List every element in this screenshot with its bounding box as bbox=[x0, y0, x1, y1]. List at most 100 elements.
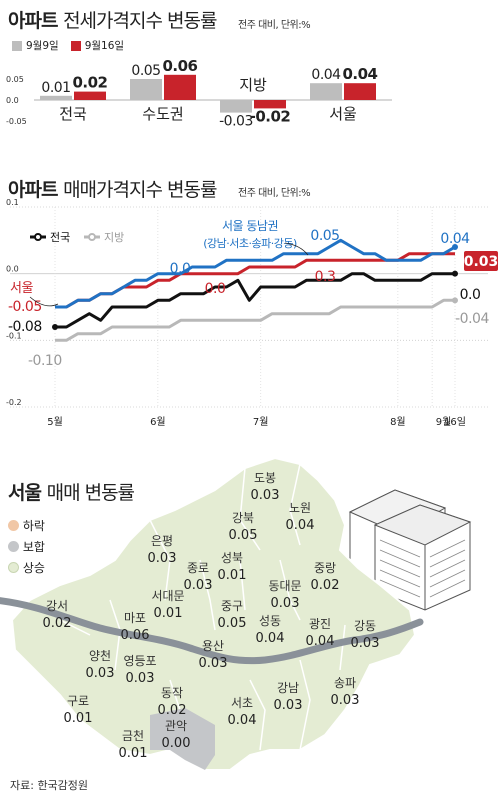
bar-전국-1 bbox=[74, 91, 106, 100]
category-label: 서울 bbox=[329, 105, 357, 123]
line-chart-marks bbox=[52, 238, 458, 342]
district-value-강서: 0.02 bbox=[43, 616, 72, 631]
x-tick-label: 9월 bbox=[436, 416, 452, 428]
national-end-dot bbox=[452, 270, 458, 277]
district-value-중구: 0.05 bbox=[218, 616, 247, 631]
x-tick-label: 6월 bbox=[150, 416, 166, 428]
seoul-label: 서울 bbox=[10, 281, 33, 296]
district-name-도봉: 도봉 bbox=[254, 471, 276, 485]
district-value-도봉: 0.03 bbox=[251, 488, 280, 503]
legend-label-sep16: 9월16일 bbox=[84, 40, 125, 52]
chart2-unit: 전주 대비, 단위:% bbox=[238, 188, 311, 199]
seoul-end-badge bbox=[464, 251, 498, 271]
bar-value-label: -0.03 bbox=[219, 114, 253, 130]
district-name-성북: 성북 bbox=[221, 551, 243, 565]
x-tick-label: 7월 bbox=[253, 416, 269, 428]
bar-value-label: 0.01 bbox=[41, 80, 70, 96]
chart1-legend: 9월9일 9월16일 bbox=[12, 38, 124, 53]
district-name-구로: 구로 bbox=[67, 694, 89, 708]
y-tick-label: 0.0 bbox=[6, 265, 19, 274]
bar-수도권-1 bbox=[164, 74, 196, 100]
bar-value-label: 0.04 bbox=[311, 67, 341, 83]
gn-mid-value: 0.0 bbox=[170, 261, 191, 277]
gn-title: 서울 동남권 bbox=[222, 219, 278, 233]
seoul-arrow bbox=[29, 296, 59, 307]
district-value-영등포: 0.03 bbox=[126, 671, 155, 686]
district-value-마포: 0.06 bbox=[121, 628, 150, 643]
district-name-강남: 강남 bbox=[277, 681, 299, 695]
gn-subtitle: (강남·서초·송파·강동) bbox=[203, 237, 297, 250]
seoul-mid-value: 0.0 bbox=[205, 281, 226, 297]
y-tick-label: -0.2 bbox=[6, 398, 22, 407]
district-name-동작: 동작 bbox=[161, 686, 183, 700]
bar-지방-1 bbox=[254, 100, 286, 109]
bar-수도권-0 bbox=[130, 79, 162, 100]
district-value-광진: 0.04 bbox=[306, 634, 335, 649]
y-tick-label: 0.0 bbox=[6, 96, 19, 105]
legend-dot-regional bbox=[88, 233, 96, 241]
district-value-종로: 0.03 bbox=[184, 578, 213, 593]
district-value-은평: 0.03 bbox=[148, 551, 177, 566]
district-value-성북: 0.01 bbox=[218, 568, 247, 583]
regional-end-dot bbox=[452, 297, 458, 304]
district-labels: 도봉 0.03 노원 0.04 강북 0.05 은평 0.03 성북 0.01 중랑 0.02 종로 0.… bbox=[43, 471, 380, 761]
chart2-title: 아파트 매매가격지수 변동률 bbox=[8, 179, 217, 201]
regional-end-value: -0.04 bbox=[455, 311, 489, 327]
district-value-강남: 0.03 bbox=[274, 698, 303, 713]
district-name-성동: 성동 bbox=[259, 614, 281, 628]
bar-서울-1 bbox=[344, 83, 376, 100]
district-name-종로: 종로 bbox=[187, 561, 209, 575]
district-name-중구: 중구 bbox=[221, 599, 243, 613]
x-tick-label: 16일 bbox=[444, 416, 466, 428]
district-value-서초: 0.04 bbox=[228, 713, 257, 728]
bar-value-label: 0.06 bbox=[162, 57, 197, 75]
category-label: 전국 bbox=[59, 105, 87, 123]
bar-chart-marks: 0.01 0.02 전국 0.05 0.06 수도권 -0.03-0.02 지방 0.04 0.0… bbox=[40, 57, 378, 130]
map-title: 서울 매매 변동률 bbox=[8, 482, 135, 504]
district-value-노원: 0.04 bbox=[286, 518, 315, 533]
district-name-마포: 마포 bbox=[124, 611, 146, 625]
legend-dot-rise bbox=[8, 562, 19, 573]
district-name-광진: 광진 bbox=[309, 617, 331, 631]
district-value-강동: 0.03 bbox=[351, 636, 380, 651]
series-line-서울 동남권(강남·서초·송파·강동) bbox=[55, 238, 456, 309]
legend-decline: 하락 bbox=[8, 516, 45, 537]
category-label: 지방 bbox=[239, 76, 267, 94]
district-name-은평: 은평 bbox=[151, 534, 173, 548]
district-value-구로: 0.01 bbox=[64, 711, 93, 726]
series-line-지방 bbox=[55, 298, 455, 342]
map-legend: 하락 보합 상승 bbox=[8, 516, 45, 579]
legend-swatch-red bbox=[70, 40, 81, 51]
x-tick-label: 5월 bbox=[47, 416, 63, 428]
district-name-용산: 용산 bbox=[202, 639, 224, 653]
national-end-value: 0.0 bbox=[460, 287, 481, 303]
bar-value-label: 0.04 bbox=[342, 65, 377, 83]
district-name-중랑: 중랑 bbox=[314, 561, 336, 575]
district-value-강북: 0.05 bbox=[229, 528, 258, 543]
district-name-강서: 강서 bbox=[46, 599, 68, 613]
bar-서울-0 bbox=[310, 83, 342, 100]
district-name-강동: 강동 bbox=[354, 619, 376, 633]
district-value-동대문: 0.03 bbox=[271, 596, 300, 611]
seoul-map-svg: 도봉 0.03 노원 0.04 강북 0.05 은평 0.03 성북 0.01 중랑 0.02 종로 0.… bbox=[0, 456, 472, 771]
district-name-강북: 강북 bbox=[232, 511, 254, 525]
district-value-동작: 0.02 bbox=[158, 703, 187, 718]
seoul-outline bbox=[10, 456, 417, 771]
district-name-영등포: 영등포 bbox=[123, 654, 156, 668]
y-tick-label: -0.05 bbox=[6, 117, 27, 126]
gn-arrow bbox=[284, 242, 309, 256]
y-tick-label: -0.1 bbox=[6, 331, 22, 340]
district-value-양천: 0.03 bbox=[86, 666, 115, 681]
national-start-dot bbox=[52, 324, 58, 330]
bar-전국-0 bbox=[40, 95, 72, 100]
y-tick-label: 0.1 bbox=[6, 198, 19, 207]
series-line-전국 bbox=[55, 272, 455, 329]
legend-label-sep9: 9월9일 bbox=[26, 40, 59, 52]
bar-지방-0 bbox=[220, 100, 252, 113]
bar-value-label: 0.02 bbox=[72, 74, 107, 92]
district-name-서초: 서초 bbox=[231, 696, 253, 710]
seoul-mid2-value: 0.3 bbox=[315, 269, 336, 285]
y-tick-label: 0.05 bbox=[6, 75, 24, 84]
